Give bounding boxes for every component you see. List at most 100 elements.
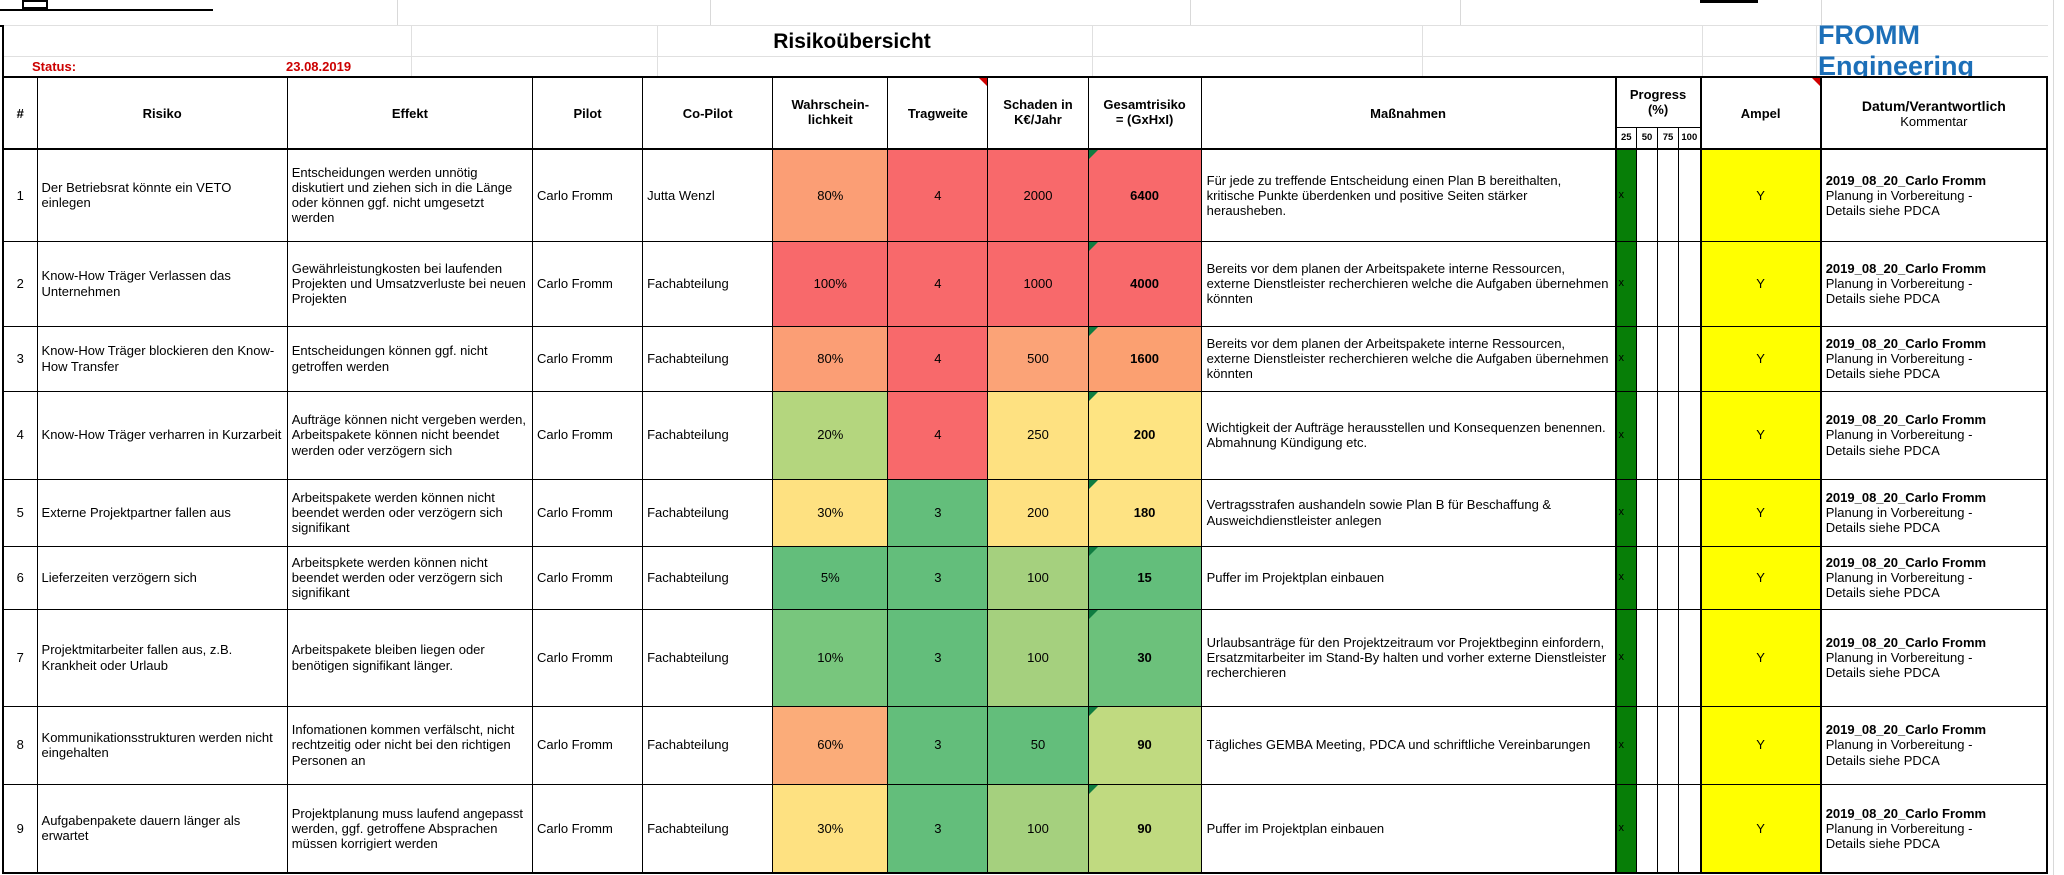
cell-gesamtrisiko[interactable]: 30 [1087,608,1202,707]
cell-ampel[interactable]: Y [1699,240,1822,327]
header-wahrscheinlichkeit[interactable]: Wahrschein- lichkeit [772,76,889,150]
cell-progress-100[interactable] [1678,390,1702,480]
cell-wahrscheinlichkeit[interactable]: 20% [772,390,889,480]
cell-gesamtrisiko[interactable]: 15 [1087,545,1202,610]
cell-progress-25[interactable]: x [1614,545,1638,610]
cell-ampel[interactable]: Y [1699,148,1822,242]
cell-risiko[interactable]: Know-How Träger blockieren den Know-How … [36,325,288,392]
header-progress-50[interactable]: 50 [1636,126,1659,150]
cell-datum[interactable]: 2019_08_20_Carlo Fromm Planung in Vorber… [1819,148,2048,242]
cell-tragweite[interactable]: 4 [887,390,989,480]
cell-ampel[interactable]: Y [1699,705,1822,785]
header-tragweite[interactable]: Tragweite [887,76,989,150]
cell-schaden[interactable]: 100 [987,783,1089,874]
cell-progress-100[interactable] [1678,783,1702,874]
cell-massnahmen[interactable]: Für jede zu treffende Entscheidung einen… [1200,148,1617,242]
cell-gesamtrisiko[interactable]: 180 [1087,478,1202,547]
cell-ampel[interactable]: Y [1699,545,1822,610]
cell-datum[interactable]: 2019_08_20_Carlo Fromm Planung in Vorber… [1819,240,2048,327]
cell-progress-50[interactable] [1636,240,1659,327]
header-pilot[interactable]: Pilot [531,76,644,150]
cell-progress-50[interactable] [1636,705,1659,785]
cell-pilot[interactable]: Carlo Fromm [531,705,644,785]
cell-progress-50[interactable] [1636,478,1659,547]
cell-copilot[interactable]: Fachabteilung [642,608,774,707]
cell-progress-50[interactable] [1636,783,1659,874]
cell-copilot[interactable]: Jutta Wenzl [642,148,774,242]
cell-progress-75[interactable] [1657,240,1680,327]
cell-num[interactable]: 7 [2,608,38,707]
cell-progress-100[interactable] [1678,705,1702,785]
cell-effekt[interactable]: Arbeitspakete bleiben liegen oder benöti… [286,608,534,707]
cell-num[interactable]: 5 [2,478,38,547]
cell-num[interactable]: 3 [2,325,38,392]
cell-gesamtrisiko[interactable]: 90 [1087,783,1202,874]
cell-massnahmen[interactable]: Puffer im Projektplan einbauen [1200,783,1617,874]
status-label[interactable]: Status: [32,59,77,74]
cell-progress-25[interactable]: x [1614,390,1638,480]
cell-effekt[interactable]: Gewährleistungkosten bei laufenden Proje… [286,240,534,327]
cell-copilot[interactable]: Fachabteilung [642,478,774,547]
cell-ampel[interactable]: Y [1699,325,1822,392]
cell-datum[interactable]: 2019_08_20_Carlo Fromm Planung in Vorber… [1819,325,2048,392]
cell-num[interactable]: 9 [2,783,38,874]
cell-datum[interactable]: 2019_08_20_Carlo Fromm Planung in Vorber… [1819,608,2048,707]
cell-ampel[interactable]: Y [1699,478,1822,547]
cell-schaden[interactable]: 1000 [987,240,1089,327]
cell-schaden[interactable]: 100 [987,608,1089,707]
cell-massnahmen[interactable]: Vertragsstrafen aushandeln sowie Plan B … [1200,478,1617,547]
page-title[interactable]: Risikoübersicht [773,30,931,53]
cell-progress-75[interactable] [1657,705,1680,785]
cell-pilot[interactable]: Carlo Fromm [531,240,644,327]
cell-progress-100[interactable] [1678,608,1702,707]
cell-pilot[interactable]: Carlo Fromm [531,608,644,707]
cell-progress-25[interactable]: x [1614,478,1638,547]
cell-gesamtrisiko[interactable]: 90 [1087,705,1202,785]
cell-risiko[interactable]: Externe Projektpartner fallen aus [36,478,288,547]
cell-wahrscheinlichkeit[interactable]: 60% [772,705,889,785]
cell-datum[interactable]: 2019_08_20_Carlo Fromm Planung in Vorber… [1819,783,2048,874]
header-copilot[interactable]: Co-Pilot [642,76,774,150]
cell-progress-75[interactable] [1657,390,1680,480]
header-schaden[interactable]: Schaden in K€/Jahr [987,76,1089,150]
cell-progress-25[interactable]: x [1614,705,1638,785]
cell-progress-50[interactable] [1636,390,1659,480]
cell-progress-75[interactable] [1657,148,1680,242]
cell-progress-50[interactable] [1636,148,1659,242]
cell-copilot[interactable]: Fachabteilung [642,240,774,327]
cell-pilot[interactable]: Carlo Fromm [531,148,644,242]
cell-effekt[interactable]: Arbeitspakete werden können nicht beende… [286,478,534,547]
cell-risiko[interactable]: Aufgabenpakete dauern länger als erwarte… [36,783,288,874]
cell-ampel[interactable]: Y [1699,390,1822,480]
cell-progress-100[interactable] [1678,240,1702,327]
cell-massnahmen[interactable]: Wichtigkeit der Aufträge herausstellen u… [1200,390,1617,480]
cell-progress-25[interactable]: x [1614,148,1638,242]
cell-progress-25[interactable]: x [1614,240,1638,327]
cell-schaden[interactable]: 100 [987,545,1089,610]
cell-progress-50[interactable] [1636,325,1659,392]
cell-risiko[interactable]: Der Betriebsrat könnte ein VETO einlegen [36,148,288,242]
cell-num[interactable]: 2 [2,240,38,327]
cell-tragweite[interactable]: 3 [887,783,989,874]
cell-tragweite[interactable]: 3 [887,705,989,785]
cell-pilot[interactable]: Carlo Fromm [531,545,644,610]
cell-risiko[interactable]: Know-How Träger Verlassen das Unternehme… [36,240,288,327]
cell-datum[interactable]: 2019_08_20_Carlo Fromm Planung in Vorber… [1819,390,2048,480]
cell-wahrscheinlichkeit[interactable]: 5% [772,545,889,610]
cell-datum[interactable]: 2019_08_20_Carlo Fromm Planung in Vorber… [1819,478,2048,547]
cell-pilot[interactable]: Carlo Fromm [531,783,644,874]
header-progress[interactable]: Progress (%) [1614,76,1702,128]
cell-wahrscheinlichkeit[interactable]: 80% [772,148,889,242]
cell-pilot[interactable]: Carlo Fromm [531,478,644,547]
cell-num[interactable]: 4 [2,390,38,480]
cell-pilot[interactable]: Carlo Fromm [531,390,644,480]
cell-massnahmen[interactable]: Puffer im Projektplan einbauen [1200,545,1617,610]
cell-ampel[interactable]: Y [1699,608,1822,707]
cell-risiko[interactable]: Lieferzeiten verzögern sich [36,545,288,610]
cell-copilot[interactable]: Fachabteilung [642,545,774,610]
cell-schaden[interactable]: 500 [987,325,1089,392]
cell-risiko[interactable]: Kommunikationsstrukturen werden nicht ei… [36,705,288,785]
cell-gesamtrisiko[interactable]: 200 [1087,390,1202,480]
cell-wahrscheinlichkeit[interactable]: 10% [772,608,889,707]
cell-massnahmen[interactable]: Bereits vor dem planen der Arbeitspakete… [1200,325,1617,392]
